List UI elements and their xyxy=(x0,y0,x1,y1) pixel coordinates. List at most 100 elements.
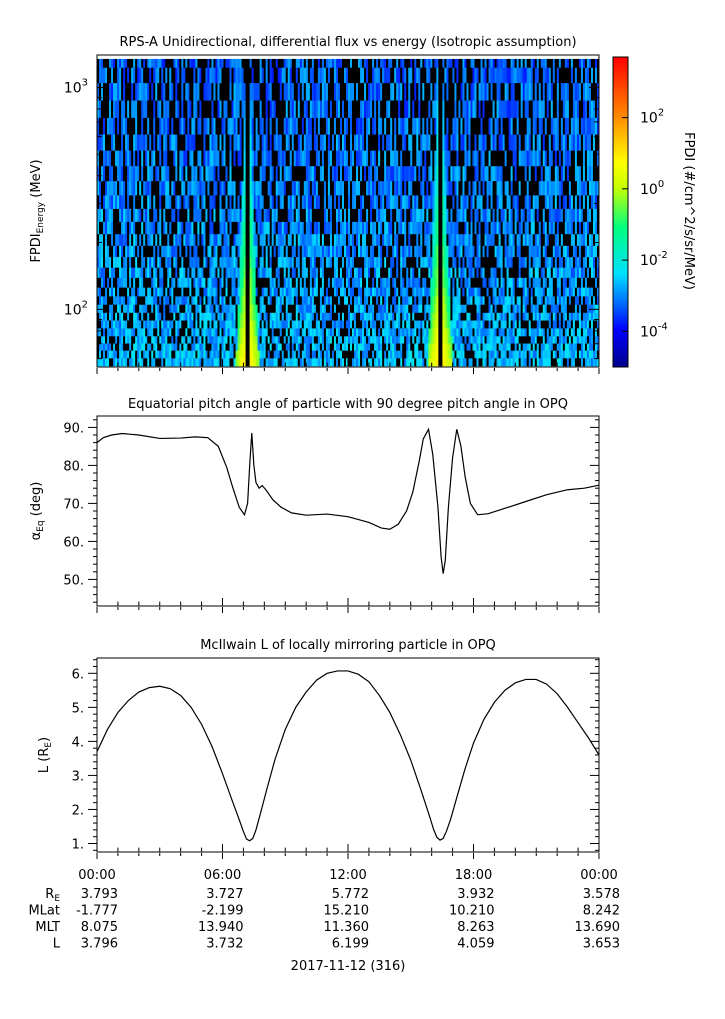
heatmap-cell xyxy=(297,304,301,313)
heatmap-cell xyxy=(418,320,421,329)
heatmap-cell xyxy=(111,165,114,182)
heatmap-cell xyxy=(267,233,271,246)
heatmap-cell xyxy=(153,350,156,359)
heatmap-cell xyxy=(161,194,164,209)
heatmap-cell xyxy=(189,335,192,344)
heatmap-cell xyxy=(289,343,293,351)
heatmap-cell xyxy=(171,165,174,182)
heatmap-cell xyxy=(133,343,136,351)
heatmap-cell xyxy=(309,343,313,351)
heatmap-cell xyxy=(165,267,168,278)
heatmap-cell xyxy=(327,256,331,268)
heatmap-cell xyxy=(526,287,530,297)
heatmap-cell xyxy=(209,343,212,351)
heatmap-cell xyxy=(528,256,532,268)
heatmap-cell xyxy=(265,194,269,209)
heatmap-cell xyxy=(231,350,234,359)
heatmap-cell xyxy=(592,256,596,268)
heatmap-cell xyxy=(217,350,220,359)
heatmap-cell xyxy=(592,267,596,278)
heatmap-cell xyxy=(107,295,110,305)
heatmap-cell xyxy=(438,233,441,246)
heatmap-cell xyxy=(354,165,357,182)
heatmap-cell xyxy=(356,180,359,196)
heatmap-cell xyxy=(422,335,425,344)
heatmap-cell xyxy=(169,221,172,235)
heatmap-cell xyxy=(239,208,242,222)
heatmap-cell xyxy=(470,277,473,288)
heatmap-cell xyxy=(271,277,275,288)
heatmap-cell xyxy=(506,267,510,278)
heatmap-cell xyxy=(109,295,112,305)
heatmap-cell xyxy=(530,256,534,268)
heatmap-cell xyxy=(458,343,461,351)
heatmap-cell xyxy=(143,335,146,344)
heatmap-cell xyxy=(440,343,443,351)
heatmap-cell xyxy=(572,357,576,367)
heatmap-cell xyxy=(149,287,152,297)
heatmap-cell xyxy=(584,357,588,367)
heatmap-cell xyxy=(394,233,397,246)
heatmap-cell xyxy=(508,165,512,182)
heatmap-cell xyxy=(530,343,534,351)
heatmap-cell xyxy=(438,245,441,258)
heatmap-cell xyxy=(496,256,499,268)
heatmap-cell xyxy=(131,295,134,305)
heatmap-cell xyxy=(558,267,562,278)
heatmap-cell xyxy=(580,328,584,337)
heatmap-cell xyxy=(239,312,242,321)
heatmap-cell xyxy=(231,267,234,278)
heatmap-cell xyxy=(205,245,208,258)
heatmap-cell xyxy=(235,256,238,268)
heatmap-cell xyxy=(580,165,584,182)
heatmap-cell xyxy=(356,267,359,278)
heatmap-cell xyxy=(588,287,592,297)
heatmap-cell xyxy=(532,328,536,337)
heatmap-cell xyxy=(540,312,544,321)
heatmap-cell xyxy=(215,295,218,305)
heatmap-cell xyxy=(518,304,522,313)
heatmap-cell xyxy=(582,245,586,258)
heatmap-cell xyxy=(544,357,548,367)
heatmap-cell xyxy=(167,165,170,182)
heatmap-cell xyxy=(400,328,403,337)
heatmap-cell xyxy=(329,208,333,222)
heatmap-cell xyxy=(125,295,128,305)
heatmap-cell xyxy=(494,245,497,258)
heatmap-cell xyxy=(356,245,359,258)
heatmap-cell xyxy=(520,267,524,278)
heatmap-cell xyxy=(498,180,502,196)
heatmap-cell xyxy=(105,320,108,329)
heatmap-cell xyxy=(309,350,313,359)
heatmap-cell xyxy=(115,312,118,321)
heatmap-cell xyxy=(466,295,469,305)
heatmap-cell xyxy=(257,180,261,196)
heatmap-cell xyxy=(117,165,120,182)
heatmap-cell xyxy=(394,267,397,278)
heatmap-cell xyxy=(135,357,138,367)
heatmap-cell xyxy=(175,194,178,209)
heatmap-cell xyxy=(259,295,263,305)
heatmap-cell xyxy=(578,350,582,359)
heatmap-cell xyxy=(374,267,377,278)
heatmap-cell xyxy=(153,295,156,305)
heatmap-cell xyxy=(175,304,178,313)
heatmap-cell xyxy=(358,194,361,209)
heatmap-cell xyxy=(265,343,269,351)
heatmap-cell xyxy=(241,165,244,182)
heatmap-cell xyxy=(440,233,443,246)
heatmap-cell xyxy=(422,312,425,321)
heatmap-cell xyxy=(247,304,251,313)
heatmap-cell xyxy=(201,335,204,344)
heatmap-cell xyxy=(181,277,184,288)
heatmap-cell xyxy=(398,221,401,235)
heatmap-cell xyxy=(548,194,552,209)
heatmap-cell xyxy=(542,277,546,288)
heatmap-cell xyxy=(548,350,552,359)
heatmap-cell xyxy=(131,208,134,222)
heatmap-cell xyxy=(261,335,265,344)
heatmap-cell xyxy=(554,328,558,337)
heatmap-cell xyxy=(540,277,544,288)
heatmap-cell xyxy=(528,267,532,278)
heatmap-cell xyxy=(129,208,132,222)
